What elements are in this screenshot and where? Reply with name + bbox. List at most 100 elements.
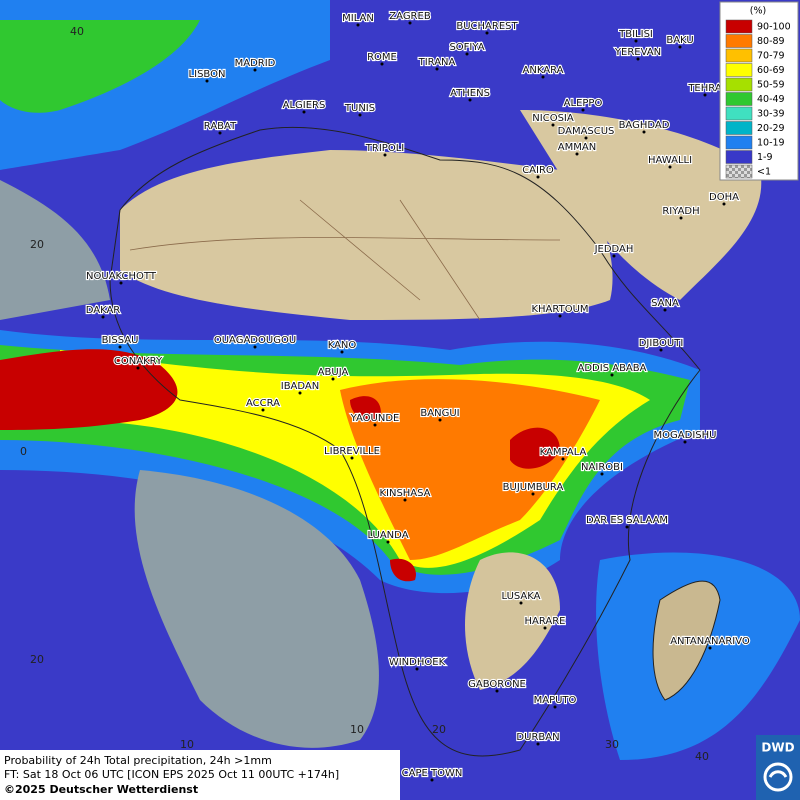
city-dot bbox=[465, 52, 469, 56]
city-label: DAR ES SALAAM bbox=[586, 515, 668, 526]
city-dot bbox=[543, 626, 547, 630]
city-label: YAOUNDE bbox=[350, 413, 400, 424]
city-labels: MILAN ZAGREB BUCHAREST TBILISI BAKU SOFIYA YER… bbox=[85, 10, 751, 782]
city-dot bbox=[261, 408, 265, 412]
city-dot bbox=[302, 110, 306, 114]
field bbox=[0, 349, 178, 430]
city-label: ANTANANARIVO bbox=[670, 636, 750, 647]
city-label: HARARE bbox=[524, 616, 565, 627]
legend-swatch bbox=[725, 48, 753, 63]
city-dot bbox=[430, 778, 434, 782]
city-dot bbox=[584, 136, 588, 140]
city-label: NICOSIA bbox=[532, 113, 574, 124]
city-label: ROME bbox=[367, 52, 397, 63]
legend-label: <1 bbox=[757, 167, 771, 178]
city-label: DJIBOUTI bbox=[639, 338, 684, 349]
city-dot bbox=[403, 498, 407, 502]
city-label: IBADAN bbox=[281, 381, 320, 392]
city-label: ZAGREB bbox=[389, 11, 431, 22]
city-dot bbox=[625, 525, 629, 529]
city-label: LISBON bbox=[189, 69, 226, 80]
city-dot bbox=[340, 350, 344, 354]
city-label: KHARTOUM bbox=[531, 304, 588, 315]
city-dot bbox=[386, 540, 390, 544]
city-dot bbox=[350, 456, 354, 460]
city-dot bbox=[634, 39, 638, 43]
city-dot bbox=[415, 667, 419, 671]
city-dot bbox=[708, 646, 712, 650]
city-dot bbox=[435, 67, 439, 71]
legend-label: 40-49 bbox=[757, 94, 785, 105]
city-label: MILAN bbox=[342, 13, 374, 24]
city-dot bbox=[119, 281, 123, 285]
city-label: HAWALLI bbox=[648, 155, 692, 166]
city-dot bbox=[683, 440, 687, 444]
land bbox=[520, 110, 762, 300]
legend-swatch bbox=[725, 63, 753, 77]
field bbox=[0, 20, 200, 113]
city-label: NAIROBI bbox=[581, 462, 623, 473]
caption-line: ©2025 Deutscher Wetterdienst bbox=[4, 783, 198, 796]
city-label: JEDDAH bbox=[594, 244, 634, 255]
grid-label: 0 bbox=[20, 445, 27, 458]
city-dot bbox=[636, 57, 640, 61]
city-label: DURBAN bbox=[516, 732, 559, 743]
city-dot bbox=[118, 345, 122, 349]
border bbox=[129, 199, 561, 321]
city-label: BUCHAREST bbox=[456, 21, 518, 32]
city-label: ALEPPO bbox=[564, 98, 603, 109]
city-dot bbox=[678, 45, 682, 49]
city-label: TUNIS bbox=[344, 103, 375, 114]
city-label: MADRID bbox=[235, 58, 276, 69]
city-label: NOUAKCHOTT bbox=[86, 271, 157, 282]
city-label: BAGHDAD bbox=[619, 120, 670, 131]
city-dot bbox=[553, 705, 557, 709]
city-dot bbox=[358, 113, 362, 117]
logo-icon bbox=[763, 762, 793, 792]
city-label: BISSAU bbox=[102, 335, 139, 346]
city-dot bbox=[205, 79, 209, 83]
city-dot bbox=[438, 418, 442, 422]
city-label: DAKAR bbox=[86, 305, 121, 316]
caption-box bbox=[0, 750, 400, 800]
field bbox=[0, 180, 110, 320]
legend-swatch bbox=[725, 92, 753, 106]
city-label: KANO bbox=[328, 340, 357, 351]
city-dot bbox=[101, 315, 105, 319]
caption-line: FT: Sat 18 Oct 06 UTC [ICON EPS 2025 Oct… bbox=[4, 768, 339, 781]
city-label: CAIRO bbox=[522, 165, 554, 176]
city-label: YEREVAN bbox=[614, 47, 661, 58]
city-dot bbox=[612, 254, 616, 258]
city-dot bbox=[575, 152, 579, 156]
city-label: LUSAKA bbox=[502, 591, 541, 602]
logo-text: DWD bbox=[761, 741, 794, 755]
legend-swatch bbox=[725, 121, 753, 135]
grid-label: 40 bbox=[70, 25, 84, 38]
grid-label: 20 bbox=[432, 723, 446, 736]
city-dot bbox=[668, 165, 672, 169]
legend-label: 90-100 bbox=[757, 22, 791, 33]
city-label: MAPUTO bbox=[534, 695, 577, 706]
city-label: CAPE TOWN bbox=[402, 768, 463, 779]
city-dot bbox=[541, 75, 545, 79]
city-label: TRIPOLI bbox=[365, 143, 404, 154]
city-dot bbox=[298, 391, 302, 395]
grid-label: 20 bbox=[30, 653, 44, 666]
city-dot bbox=[218, 131, 222, 135]
legend-swatch bbox=[725, 164, 753, 179]
field bbox=[340, 379, 600, 560]
city-dot bbox=[600, 472, 604, 476]
city-label: ANKARA bbox=[523, 65, 564, 76]
city-label: ACCRA bbox=[246, 398, 280, 409]
legend-swatch bbox=[725, 135, 753, 150]
coastline bbox=[652, 580, 721, 701]
city-dot bbox=[253, 68, 257, 72]
city-dot bbox=[536, 742, 540, 746]
grid-label: 20 bbox=[30, 238, 44, 251]
legend-label: 50-59 bbox=[757, 80, 785, 91]
city-dot bbox=[703, 93, 707, 97]
field bbox=[350, 396, 560, 582]
city-label: TIRANA bbox=[418, 57, 456, 68]
city-dot bbox=[408, 21, 412, 25]
city-dot bbox=[136, 366, 140, 370]
